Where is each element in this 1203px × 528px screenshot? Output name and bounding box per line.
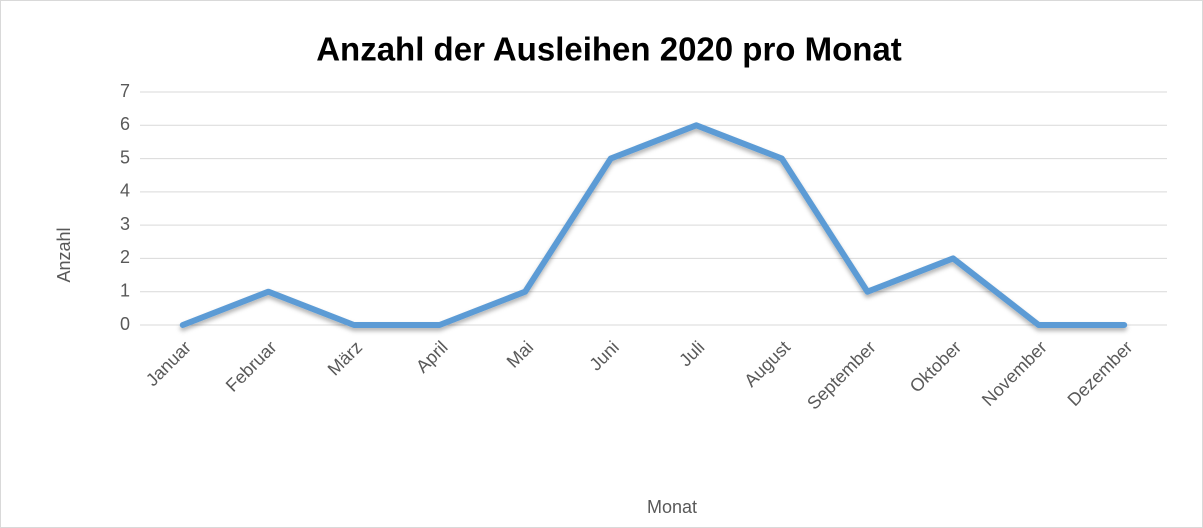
- y-tick-label: 3: [120, 214, 130, 234]
- y-tick-label: 5: [120, 147, 130, 167]
- y-tick-label: 2: [120, 247, 130, 267]
- x-axis-label: Monat: [647, 497, 697, 517]
- y-axis-label: Anzahl: [54, 227, 74, 282]
- y-tick-label: 6: [120, 114, 130, 134]
- data-line: [179, 122, 1128, 328]
- chart-title: Anzahl der Ausleihen 2020 pro Monat: [316, 31, 902, 68]
- y-tick-label: 7: [120, 81, 130, 101]
- y-tick-label: 4: [120, 181, 130, 201]
- y-tick-label: 1: [120, 280, 130, 300]
- y-tick-label: 0: [120, 314, 130, 334]
